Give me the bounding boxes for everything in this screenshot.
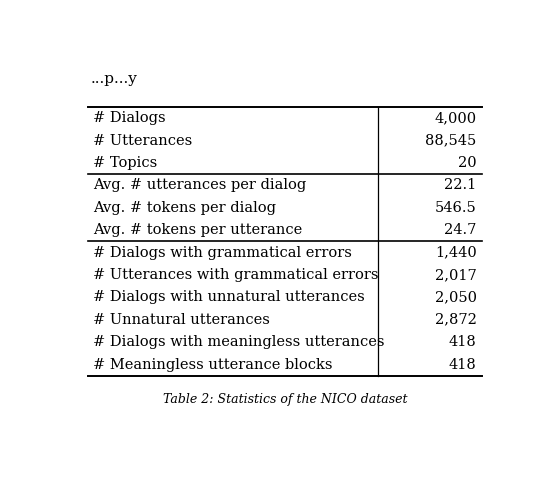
Text: 1,440: 1,440	[435, 246, 477, 260]
Text: Avg. # utterances per dialog: Avg. # utterances per dialog	[93, 178, 306, 193]
Text: Avg. # tokens per dialog: Avg. # tokens per dialog	[93, 201, 277, 215]
Text: Avg. # tokens per utterance: Avg. # tokens per utterance	[93, 223, 302, 237]
Text: # Dialogs with grammatical errors: # Dialogs with grammatical errors	[93, 246, 352, 260]
Text: 4,000: 4,000	[434, 111, 477, 125]
Text: 2,050: 2,050	[434, 290, 477, 304]
Text: # Dialogs: # Dialogs	[93, 111, 166, 125]
Text: 24.7: 24.7	[444, 223, 477, 237]
Text: 546.5: 546.5	[435, 201, 477, 215]
Text: 418: 418	[449, 358, 477, 371]
Text: # Dialogs with unnatural utterances: # Dialogs with unnatural utterances	[93, 290, 365, 304]
Text: # Topics: # Topics	[93, 156, 158, 170]
Text: 20: 20	[458, 156, 477, 170]
Text: 22.1: 22.1	[444, 178, 477, 193]
Text: # Unnatural utterances: # Unnatural utterances	[93, 313, 270, 327]
Text: 2,872: 2,872	[435, 313, 477, 327]
Text: ...p...y: ...p...y	[91, 72, 137, 86]
Text: # Utterances with grammatical errors: # Utterances with grammatical errors	[93, 268, 379, 282]
Text: # Dialogs with meaningless utterances: # Dialogs with meaningless utterances	[93, 335, 385, 349]
Text: Table 2: Statistics of the NICO dataset: Table 2: Statistics of the NICO dataset	[163, 393, 407, 406]
Text: 88,545: 88,545	[426, 134, 477, 148]
Text: # Meaningless utterance blocks: # Meaningless utterance blocks	[93, 358, 333, 371]
Text: 418: 418	[449, 335, 477, 349]
Text: 2,017: 2,017	[435, 268, 477, 282]
Text: # Utterances: # Utterances	[93, 134, 193, 148]
